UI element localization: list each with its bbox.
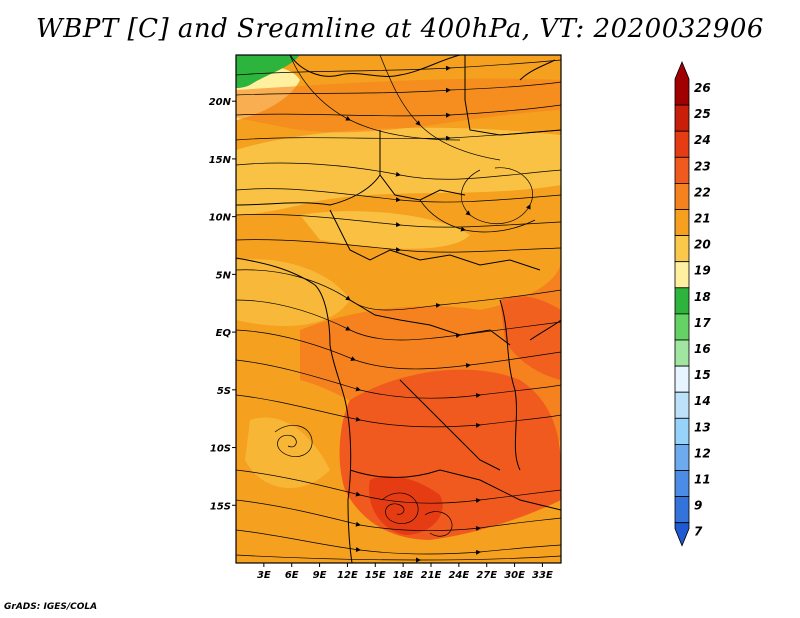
map-frame — [235, 54, 562, 564]
colorbar-swatch — [674, 156, 690, 184]
lon-tick-label: 30E — [504, 570, 525, 581]
colorbar-label: 24 — [694, 133, 711, 147]
colorbar-swatch — [674, 209, 690, 237]
colorbar-swatch — [674, 496, 690, 524]
colorbar-swatch — [674, 522, 690, 547]
colorbar-swatch — [674, 235, 690, 263]
colorbar-swatch — [674, 60, 690, 106]
colorbar-swatch — [674, 182, 690, 210]
colorbar-label: 7 — [694, 525, 703, 539]
lon-tick-label: 21E — [421, 570, 442, 581]
colorbar-label: 13 — [694, 420, 711, 434]
lat-tick-label: 10N — [209, 213, 232, 224]
map-title: WBPT [C] and Sreamline at 400hPa, VT: 20… — [36, 14, 764, 44]
colorbar-swatch — [674, 104, 690, 132]
colorbar-swatch — [674, 365, 690, 393]
lat-tick-label: EQ — [216, 328, 232, 339]
colorbar-label: 23 — [694, 159, 711, 173]
map-panel — [236, 55, 561, 563]
footer-credit: GrADS: IGES/COLA — [4, 602, 98, 612]
wbpt-region-20 — [300, 211, 470, 249]
colorbar-label: 17 — [694, 316, 711, 330]
colorbar-swatch — [674, 443, 690, 471]
lon-tick-label: 18E — [393, 570, 414, 581]
lat-tick-label: 20N — [209, 97, 232, 108]
lon-tick-label: 24E — [448, 570, 469, 581]
lat-tick-label: 15N — [209, 155, 232, 166]
wbpt-region-23 — [500, 295, 561, 380]
colorbar-label: 16 — [694, 342, 711, 356]
lon-tick-label: 6E — [285, 570, 299, 581]
lat-tick-label: 15S — [210, 501, 231, 512]
colorbar-swatch — [674, 417, 690, 445]
colorbar-label: 26 — [694, 81, 711, 95]
wbpt-region-22 — [236, 78, 561, 133]
colorbar-label: 19 — [694, 264, 711, 278]
colorbar-swatch — [674, 339, 690, 367]
lon-tick-label: 12E — [337, 570, 358, 581]
colorbar-swatch — [674, 287, 690, 315]
lon-tick-label: 3E — [257, 570, 271, 581]
lat-tick-label: 5N — [216, 270, 232, 281]
wbpt-region-24 — [369, 475, 443, 535]
colorbar-label: 14 — [694, 394, 711, 408]
colorbar-label: 20 — [694, 238, 711, 252]
colorbar-swatch — [674, 261, 690, 289]
latitude-axis: 20N 15N 10N 5N EQ 5S 10S 15S — [209, 97, 236, 512]
colorbar-label: 22 — [694, 185, 711, 199]
lat-tick-label: 5S — [217, 386, 231, 397]
wbpt-region-20 — [236, 259, 350, 326]
colorbar-label: 18 — [694, 290, 711, 304]
streamlines — [236, 55, 561, 563]
lon-tick-label: 9E — [313, 570, 327, 581]
colorbar-label: 12 — [694, 446, 711, 460]
wbpt-region-20 — [245, 417, 330, 489]
colorbar-label: 9 — [694, 499, 702, 513]
colorbar: 26 25 24 23 22 21 20 19 18 17 16 15 14 13 12 11 9 7 — [674, 60, 711, 547]
lat-tick-label: 10S — [210, 444, 231, 455]
wbpt-region-20 — [236, 127, 561, 215]
colorbar-label: 11 — [694, 473, 711, 487]
lon-tick-label: 15E — [365, 570, 386, 581]
colorbar-label: 21 — [694, 212, 711, 226]
colorbar-swatch — [674, 391, 690, 419]
colorbar-label: 25 — [694, 107, 711, 121]
colorbar-swatch — [674, 470, 690, 498]
lon-tick-label: 27E — [476, 570, 497, 581]
colorbar-swatch — [674, 130, 690, 158]
wbpt-region-18 — [236, 55, 300, 88]
colorbar-swatch — [674, 313, 690, 341]
longitude-axis: 3E 6E 9E 12E 15E 18E 21E 24E 27E 30E 33E — [257, 563, 553, 581]
lon-tick-label: 33E — [532, 570, 553, 581]
colorbar-label: 15 — [694, 368, 711, 382]
